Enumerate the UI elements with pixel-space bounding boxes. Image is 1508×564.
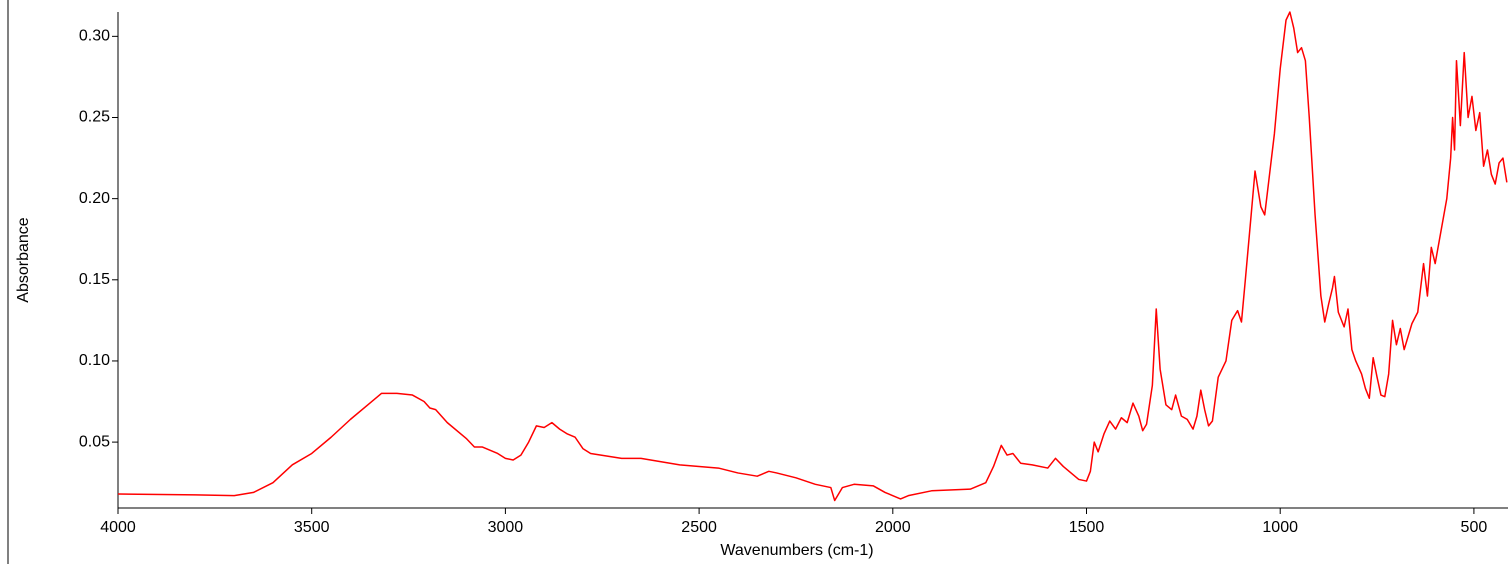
spectrum-line [117,11,1508,502]
x-tick-label: 1500 [1069,519,1105,536]
x-tick-label: 500 [1461,519,1488,536]
x-tick-label: 2500 [681,519,717,536]
x-tick-label: 4000 [100,519,136,536]
y-axis-title: Absorbance [15,217,32,302]
y-tick-label: 0.30 [79,28,110,45]
x-tick-label: 3500 [294,519,330,536]
y-tick-label: 0.25 [79,109,110,126]
x-tick-label: 1000 [1262,519,1298,536]
x-tick-label: 2000 [875,519,911,536]
x-axis-title: Wavenumbers (cm-1) [720,542,873,559]
x-tick-label: 3000 [488,519,524,536]
y-tick-label: 0.15 [79,271,110,288]
y-tick-label: 0.10 [79,352,110,369]
y-tick-label: 0.05 [79,433,110,450]
y-tick-label: 0.20 [79,190,110,207]
